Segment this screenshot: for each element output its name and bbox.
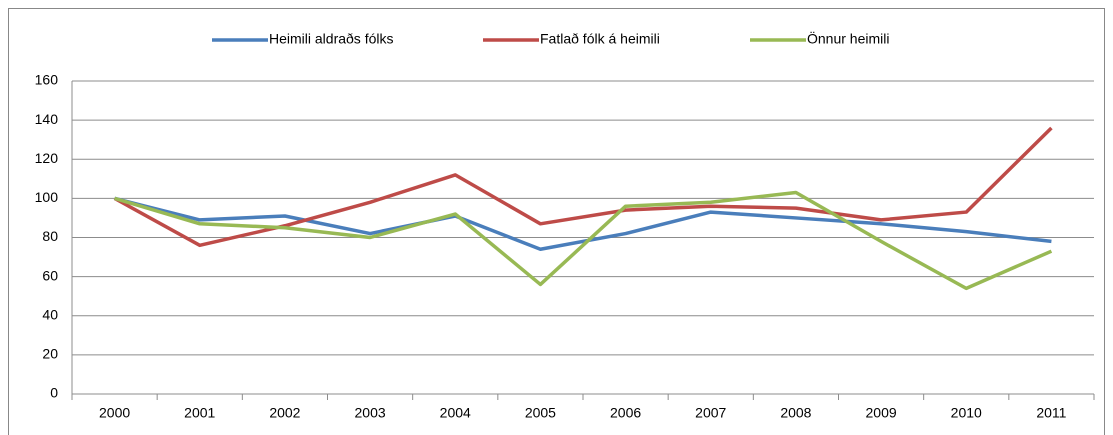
y-tick-label: 80	[42, 228, 58, 244]
y-tick-label: 140	[35, 111, 59, 127]
x-tick-label: 2010	[951, 405, 982, 421]
y-tick-label: 160	[35, 72, 59, 88]
y-tick-label: 120	[35, 150, 59, 166]
x-tick-label: 2008	[780, 405, 811, 421]
y-tick-label: 100	[35, 189, 59, 205]
series-line	[114, 190, 1053, 291]
x-tick-label: 2003	[355, 405, 386, 421]
series-line	[114, 196, 1052, 251]
legend-label: Heimili aldraðs fólks	[269, 31, 393, 47]
y-tick-label: 20	[42, 346, 58, 362]
legend-label: Önnur heimili	[807, 30, 889, 47]
chart-frame	[8, 8, 1105, 435]
x-tick-label: 2011	[1036, 405, 1066, 421]
x-tick-label: 2002	[269, 405, 300, 421]
x-tick-label: 2005	[525, 405, 556, 421]
x-tick-label: 2001	[184, 405, 215, 421]
x-tick-label: 2000	[99, 405, 130, 421]
series-line	[113, 126, 1053, 248]
y-tick-label: 40	[42, 306, 58, 322]
x-tick-label: 2004	[440, 405, 471, 421]
y-tick-label: 60	[42, 267, 58, 283]
x-tick-label: 2006	[610, 405, 641, 421]
legend-label: Fatlað fólk á heimili	[540, 31, 660, 47]
x-tick-label: 2007	[695, 405, 726, 421]
y-tick-label: 0	[50, 385, 58, 401]
x-tick-label: 2009	[866, 405, 897, 421]
